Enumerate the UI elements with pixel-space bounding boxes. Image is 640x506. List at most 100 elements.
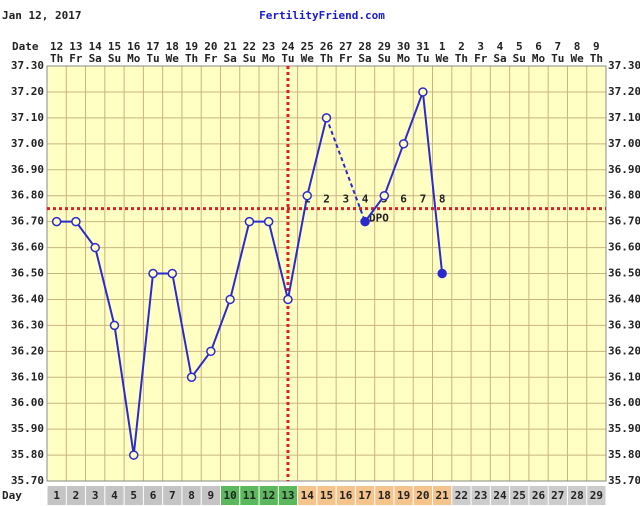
day-cell bbox=[452, 486, 471, 505]
date-label: 23 bbox=[262, 40, 275, 53]
temperature-point bbox=[128, 450, 139, 460]
temperature-point bbox=[206, 346, 216, 357]
day-cell bbox=[548, 486, 567, 505]
weekday-label: Mo bbox=[127, 52, 141, 65]
day-label: 13 bbox=[281, 489, 294, 502]
weekday-label: Su bbox=[513, 52, 526, 65]
day-label: 26 bbox=[532, 489, 546, 502]
day-cell bbox=[259, 486, 278, 505]
temperature-point bbox=[302, 190, 312, 201]
day-row-label: Day bbox=[2, 489, 22, 502]
date-label: 8 bbox=[574, 40, 581, 53]
y-tick-label-right: 35.70 bbox=[608, 474, 640, 487]
weekday-label: Sa bbox=[223, 52, 236, 65]
dpo-label: 4 bbox=[362, 193, 369, 206]
y-tick-label-right: 36.50 bbox=[608, 267, 640, 280]
weekday-label: We bbox=[301, 52, 315, 65]
weekday-label: Mo bbox=[262, 52, 276, 65]
date-label: 7 bbox=[554, 40, 561, 53]
day-cell bbox=[394, 486, 413, 505]
weekday-label: Tu bbox=[416, 52, 429, 65]
y-tick-label: 37.30 bbox=[11, 59, 44, 72]
y-tick-label: 37.10 bbox=[11, 111, 44, 124]
y-tick-label-right: 36.40 bbox=[608, 292, 640, 305]
y-tick-label-right: 36.70 bbox=[608, 215, 640, 228]
temperature-point bbox=[225, 294, 235, 305]
y-tick-label: 36.80 bbox=[11, 189, 44, 202]
weekday-label: Th bbox=[185, 52, 198, 65]
y-tick-label: 35.70 bbox=[11, 474, 44, 487]
day-cell bbox=[182, 486, 201, 505]
day-cell bbox=[124, 486, 143, 505]
date-label: 31 bbox=[416, 40, 430, 53]
day-cell bbox=[163, 486, 182, 505]
dpo-label: 8 bbox=[439, 193, 446, 206]
weekday-label: Th bbox=[590, 52, 603, 65]
y-tick-label: 36.30 bbox=[11, 318, 44, 331]
weekday-label: Fr bbox=[339, 52, 353, 65]
date-label: 17 bbox=[146, 40, 159, 53]
day-label: 6 bbox=[150, 489, 157, 502]
temperature-point bbox=[51, 216, 62, 227]
date-label: 18 bbox=[166, 40, 179, 53]
day-cell bbox=[240, 486, 259, 505]
date-label: 27 bbox=[339, 40, 352, 53]
y-tick-label: 36.10 bbox=[11, 370, 44, 383]
y-tick-label-right: 36.80 bbox=[608, 189, 640, 202]
y-tick-label: 35.80 bbox=[11, 448, 44, 461]
day-cell bbox=[201, 486, 220, 505]
weekday-label: Fr bbox=[204, 52, 218, 65]
day-label: 21 bbox=[436, 489, 450, 502]
date-label: 1 bbox=[439, 40, 446, 53]
day-label: 17 bbox=[358, 489, 371, 502]
date-label: 22 bbox=[243, 40, 256, 53]
day-label: 5 bbox=[130, 489, 137, 502]
day-cell bbox=[220, 486, 240, 505]
weekday-label: We bbox=[166, 52, 180, 65]
date-label: 4 bbox=[497, 40, 504, 53]
day-label: 10 bbox=[223, 489, 236, 502]
temperature-point bbox=[244, 216, 255, 227]
dpo-label: 3 bbox=[342, 193, 349, 206]
weekday-label: Sa bbox=[358, 52, 371, 65]
weekday-label: Th bbox=[50, 52, 63, 65]
y-tick-label-right: 37.10 bbox=[608, 111, 640, 124]
temperature-point bbox=[148, 268, 158, 279]
dpo-label: 6 bbox=[400, 193, 407, 206]
day-cell bbox=[490, 486, 510, 505]
temperature-point bbox=[109, 320, 120, 331]
chart-title[interactable]: FertilityFriend.com bbox=[259, 9, 385, 22]
y-tick-label-right: 35.90 bbox=[608, 422, 640, 435]
temperature-point bbox=[321, 113, 332, 123]
temperature-point bbox=[418, 87, 428, 97]
date-row-label: Date bbox=[12, 40, 39, 53]
weekday-label: Fr bbox=[474, 52, 488, 65]
day-cell bbox=[66, 486, 86, 505]
weekday-label: Tu bbox=[281, 52, 294, 65]
y-tick-label: 36.40 bbox=[11, 292, 44, 305]
date-label: 16 bbox=[127, 40, 141, 53]
y-tick-label-right: 36.20 bbox=[608, 344, 640, 357]
day-label: 15 bbox=[320, 489, 333, 502]
y-tick-label: 35.90 bbox=[11, 422, 44, 435]
day-label: 28 bbox=[570, 489, 583, 502]
day-label: 11 bbox=[243, 489, 257, 502]
date-label: 19 bbox=[185, 40, 198, 53]
day-cell bbox=[510, 486, 529, 505]
date-label: 21 bbox=[223, 40, 237, 53]
chart-date: Jan 12, 2017 bbox=[2, 9, 81, 22]
day-label: 23 bbox=[474, 489, 487, 502]
date-label: 28 bbox=[358, 40, 371, 53]
day-cell bbox=[86, 486, 105, 505]
temperature-point bbox=[90, 242, 100, 253]
temperature-point bbox=[283, 294, 293, 305]
y-tick-label-right: 37.30 bbox=[608, 59, 640, 72]
day-label: 2 bbox=[73, 489, 80, 502]
day-cell bbox=[298, 486, 317, 505]
day-label: 25 bbox=[513, 489, 526, 502]
date-label: 6 bbox=[535, 40, 542, 53]
day-label: 12 bbox=[262, 489, 275, 502]
temperature-point bbox=[167, 268, 178, 279]
date-label: 20 bbox=[204, 40, 217, 53]
